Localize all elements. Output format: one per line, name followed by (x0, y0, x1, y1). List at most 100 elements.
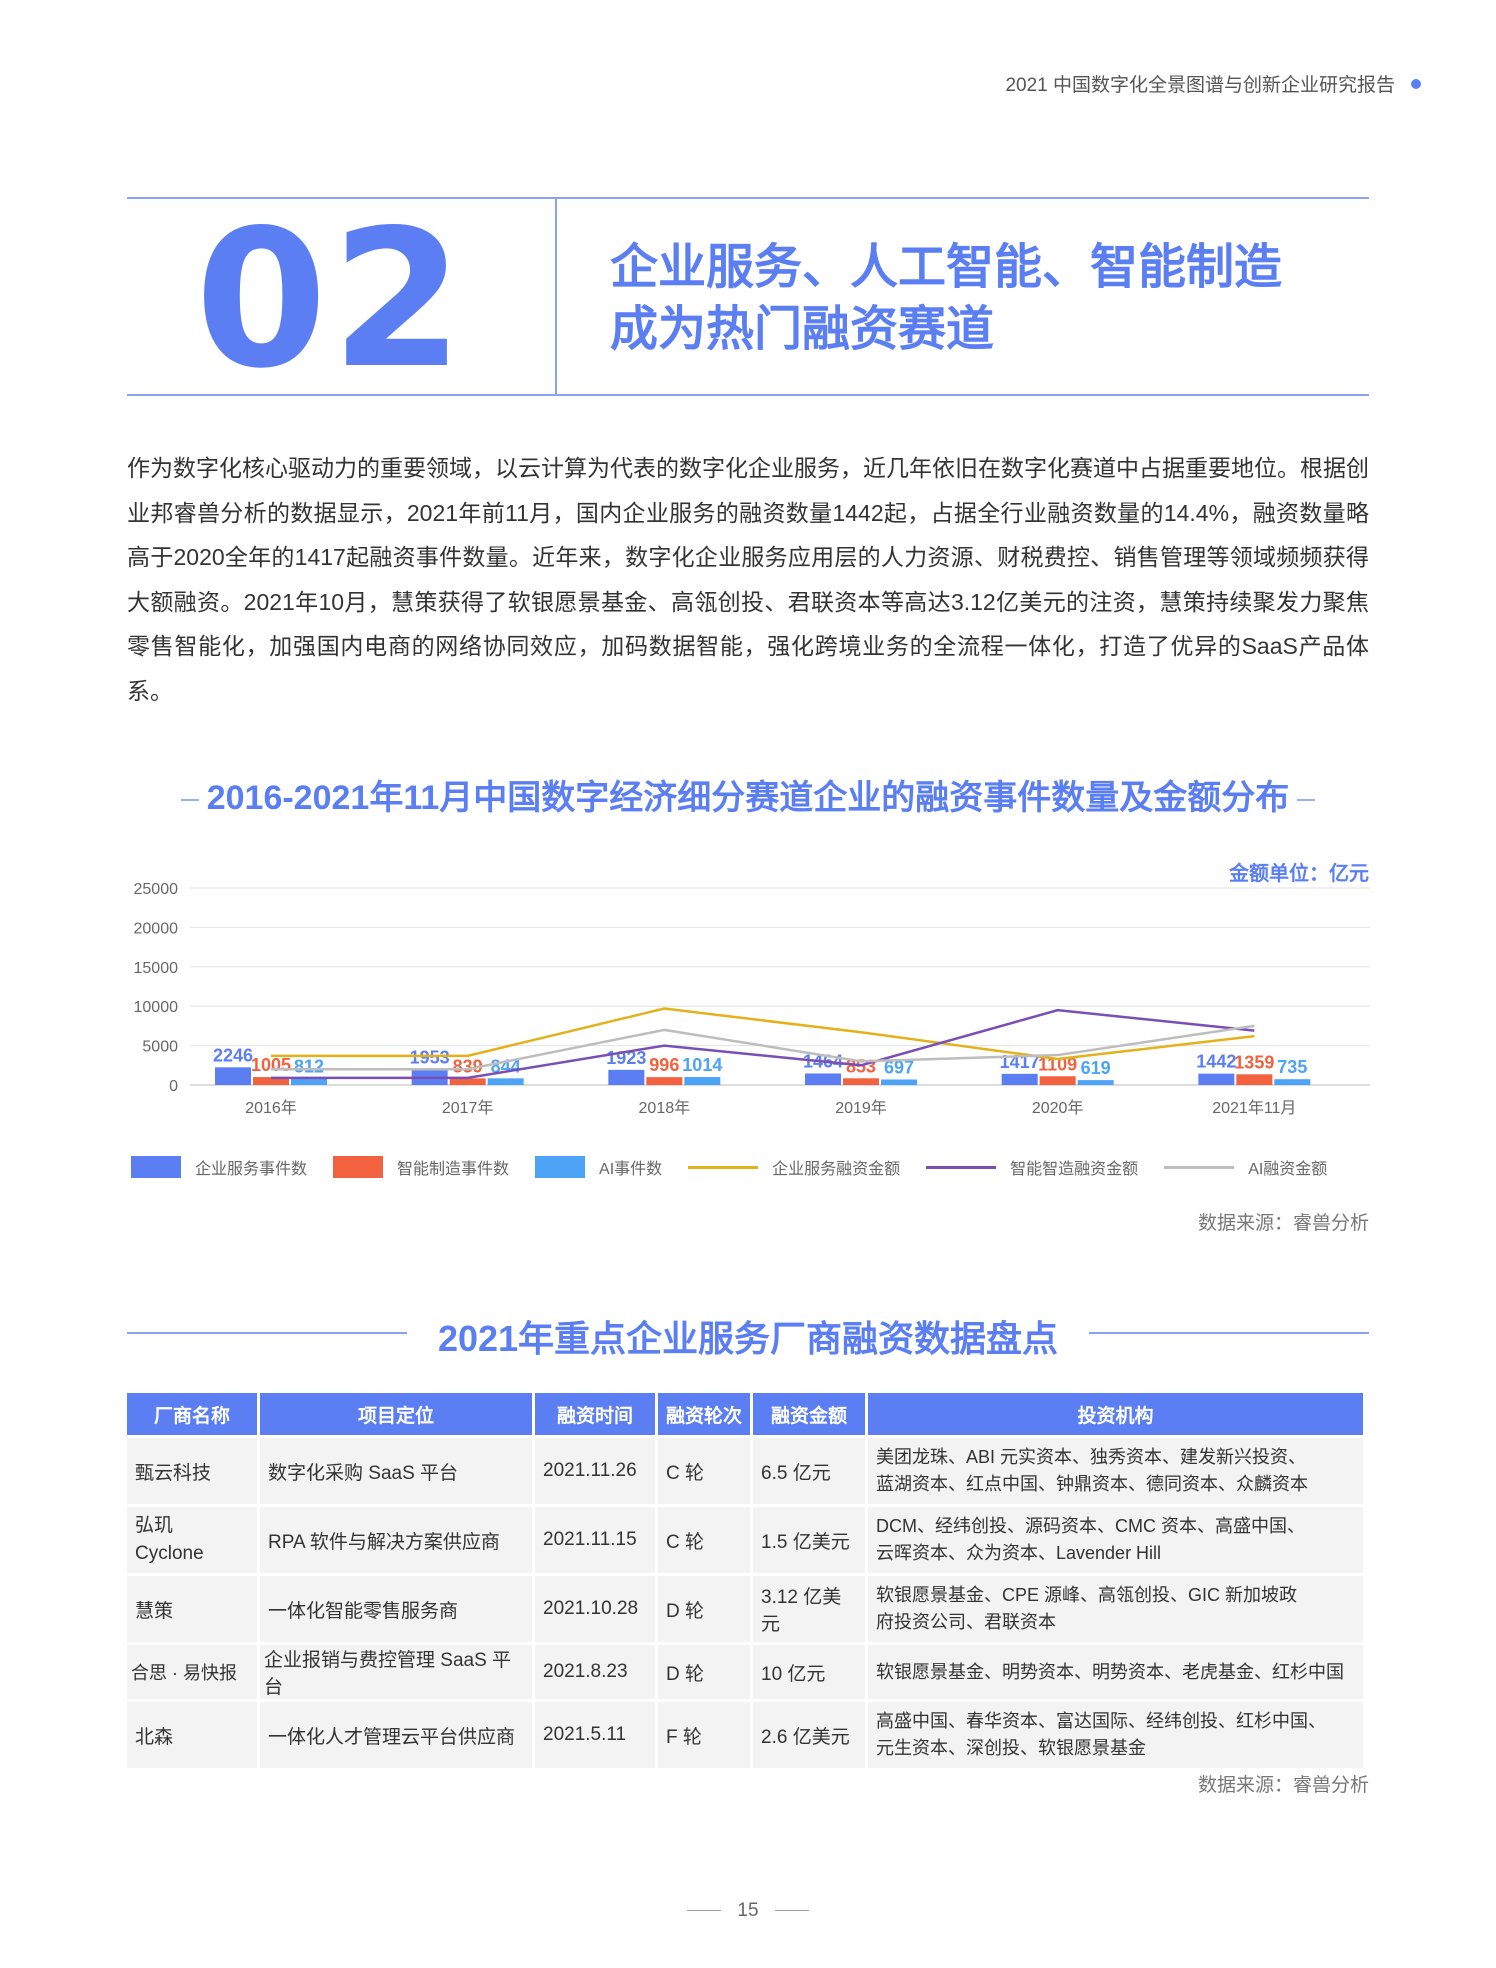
table-row: 北森 一体化人才管理云平台供应商 2021.5.11 F 轮 2.6 亿美元 高… (127, 1702, 1363, 1768)
legend-item: 智能智造融资金额 (926, 1155, 1138, 1179)
series-line (271, 1008, 1255, 1080)
bar-value-label: 839 (453, 1056, 483, 1076)
col-header: 融资金额 (753, 1393, 865, 1435)
cell-date: 2021.11.26 (535, 1438, 655, 1504)
cell-name: 弘玑 Cyclone (127, 1507, 257, 1573)
y-tick-label: 5000 (142, 1039, 178, 1056)
cell-investors: 美团龙珠、ABI 元实资本、独秀资本、建发新兴投资、 蓝湖资本、红点中国、钟鼎资本… (868, 1438, 1363, 1504)
page-dash-left (687, 1910, 722, 1912)
bar (1198, 1073, 1235, 1085)
bar-value-label: 2246 (213, 1045, 253, 1065)
bar (684, 1077, 721, 1085)
bar (253, 1077, 289, 1085)
col-header: 融资轮次 (658, 1393, 750, 1435)
investors-line: 府投资公司、君联资本 (876, 1612, 1056, 1632)
investors-line: 云晖资本、众为资本、Lavender Hill (876, 1543, 1162, 1563)
chart-legend: 企业服务事件数 智能制造事件数 AI事件数 企业服务融资金额 智能智造融资金额 … (131, 1155, 1371, 1179)
y-tick-label: 10000 (134, 999, 179, 1016)
y-tick-label: 15000 (134, 960, 179, 977)
legend-label: 企业服务融资金额 (772, 1161, 901, 1178)
section-divider-vertical (555, 199, 557, 394)
section-divider-bottom (127, 394, 1369, 396)
cell-amount: 3.12 亿美元 (753, 1576, 865, 1642)
col-header: 融资时间 (535, 1393, 655, 1435)
bar (1039, 1076, 1076, 1085)
chart-title-text: 2016-2021年11月中国数字经济细分赛道企业的融资事件数量及金额分布 (206, 779, 1290, 817)
investors-line: DCM、经纬创投、源码资本、CMC 资本、高盛中国、 (876, 1516, 1305, 1536)
bar (1274, 1079, 1311, 1085)
bar (646, 1077, 683, 1085)
x-tick-label: 2019年 (835, 1099, 887, 1117)
intro-paragraph: 作为数字化核心驱动力的重要领域，以云计算为代表的数字化企业服务，近几年依旧在数字… (127, 455, 1369, 704)
cell-round: C 轮 (658, 1507, 750, 1573)
cell-position: 企业报销与费控管理 SaaS 平台 (260, 1645, 532, 1699)
section-number: 02 (195, 189, 468, 410)
section-title: 企业服务、人工智能、智能制造 成为热门融资赛道 (610, 237, 1282, 361)
bar-value-label: 1014 (682, 1055, 722, 1075)
bar (1236, 1074, 1273, 1085)
bar (881, 1079, 917, 1085)
cell-round: D 轮 (658, 1645, 750, 1699)
y-tick-label: 20000 (134, 920, 179, 937)
investors-line: 高盛中国、春华资本、富达国际、经纬创投、红杉中国、 (876, 1711, 1326, 1731)
report-title: 2021 中国数字化全景图谱与创新企业研究报告 (1005, 75, 1395, 96)
x-tick-label: 2020年 (1032, 1099, 1084, 1117)
report-header: 2021 中国数字化全景图谱与创新企业研究报告 (1005, 70, 1421, 97)
series-line (271, 1007, 1255, 1061)
cell-investors: DCM、经纬创投、源码资本、CMC 资本、高盛中国、 云晖资本、众为资本、Lave… (868, 1507, 1363, 1573)
section-title-line2: 成为热门融资赛道 (610, 303, 995, 356)
table-title-text: 2021年重点企业服务厂商融资数据盘点 (437, 1318, 1059, 1359)
legend-item: AI融资金额 (1164, 1155, 1327, 1179)
bar (487, 1078, 524, 1085)
bar-value-label: 735 (1277, 1057, 1307, 1077)
table-row: 合思 · 易快报 企业报销与费控管理 SaaS 平台 2021.8.23 D 轮… (127, 1645, 1363, 1699)
cell-date: 2021.10.28 (535, 1576, 655, 1642)
x-tick-label: 2016年 (245, 1099, 297, 1117)
cell-position: 一体化智能零售服务商 (260, 1576, 532, 1642)
section-title-line1: 企业服务、人工智能、智能制造 (610, 241, 1283, 294)
cell-round: F 轮 (658, 1702, 750, 1768)
bar (215, 1067, 251, 1085)
cell-investors: 软银愿景基金、明势资本、明势资本、老虎基金、红杉中国 (868, 1645, 1363, 1699)
chart-unit-label: 金额单位：亿元 (1229, 863, 1369, 885)
col-header: 投资机构 (868, 1393, 1363, 1435)
bar (843, 1078, 879, 1085)
section-divider-top (127, 197, 1369, 199)
investors-line: 蓝湖资本、红点中国、钟鼎资本、德同资本、众麟资本 (876, 1474, 1308, 1494)
legend-swatch (333, 1156, 384, 1178)
legend-item: 企业服务融资金额 (688, 1155, 900, 1179)
bar-value-label: 1953 (410, 1048, 450, 1068)
bar-value-label: 1109 (1038, 1054, 1077, 1074)
legend-label: 智能制造事件数 (397, 1161, 510, 1178)
bar (608, 1069, 645, 1085)
cell-position: 一体化人才管理云平台供应商 (260, 1702, 532, 1768)
table-row: 甄云科技 数字化采购 SaaS 平台 2021.11.26 C 轮 6.5 亿元… (127, 1438, 1363, 1504)
legend-line (926, 1165, 997, 1169)
cell-name: 甄云科技 (127, 1438, 257, 1504)
cell-date: 2021.8.23 (535, 1645, 655, 1699)
table-row: 慧策 一体化智能零售服务商 2021.10.28 D 轮 3.12 亿美元 软银… (127, 1576, 1363, 1642)
cell-amount: 2.6 亿美元 (753, 1702, 865, 1768)
x-tick-label: 2018年 (639, 1099, 691, 1117)
bar (805, 1073, 841, 1085)
table-title-rule-left (127, 1332, 407, 1334)
cell-round: C 轮 (658, 1438, 750, 1504)
table-title: 2021年重点企业服务厂商融资数据盘点 (127, 1310, 1369, 1359)
cell-investors: 高盛中国、春华资本、富达国际、经纬创投、红杉中国、 元生资本、深创投、软银愿景基金 (868, 1702, 1363, 1768)
bar-value-label: 619 (1081, 1058, 1111, 1078)
investors-line: 美团龙珠、ABI 元实资本、独秀资本、建发新兴投资、 (876, 1447, 1307, 1467)
x-tick-label: 2017年 (442, 1099, 494, 1117)
bar-value-label: 1359 (1234, 1052, 1274, 1072)
cell-amount: 6.5 亿元 (753, 1438, 865, 1504)
cell-date: 2021.5.11 (535, 1702, 655, 1768)
bar (1077, 1080, 1114, 1085)
legend-swatch (535, 1156, 586, 1178)
cell-name: 慧策 (127, 1576, 257, 1642)
cell-name: 合思 · 易快报 (127, 1645, 257, 1699)
cell-amount: 1.5 亿美元 (753, 1507, 865, 1573)
legend-label: AI融资金额 (1248, 1161, 1328, 1178)
table-source: 数据来源：睿兽分析 (1197, 1775, 1369, 1796)
y-tick-label: 25000 (134, 881, 179, 898)
cell-amount: 10 亿元 (753, 1645, 865, 1699)
